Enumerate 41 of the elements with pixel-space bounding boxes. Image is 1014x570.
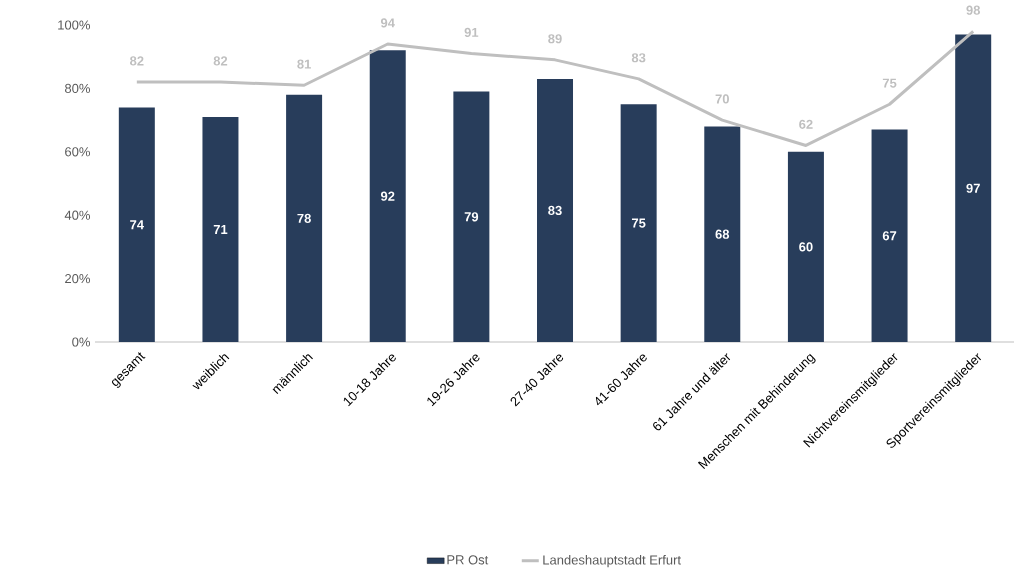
y-tick-label: 100% <box>58 20 90 30</box>
legend-label: PR Ost <box>447 555 489 565</box>
bar <box>202 116 239 342</box>
data-label: 75 <box>882 78 897 88</box>
bar <box>704 126 741 342</box>
data-label: 74 <box>130 220 144 230</box>
data-label: 89 <box>548 34 562 44</box>
data-label: 83 <box>631 53 646 63</box>
data-label: 94 <box>380 18 395 28</box>
bar <box>369 50 406 342</box>
data-label: 75 <box>631 218 646 228</box>
data-label: 97 <box>966 183 980 193</box>
data-label: 68 <box>715 229 730 239</box>
data-label: 78 <box>297 213 311 223</box>
bar <box>620 104 657 342</box>
data-label: 79 <box>464 212 479 222</box>
bar <box>453 91 490 342</box>
y-tick-label: 20% <box>65 274 90 284</box>
bar <box>955 34 992 342</box>
data-label: 91 <box>464 27 479 37</box>
y-tick-label: 0% <box>72 337 90 347</box>
data-label: 98 <box>966 5 981 15</box>
data-label: 82 <box>213 56 228 66</box>
data-label: 70 <box>715 94 729 104</box>
y-tick-label: 40% <box>64 210 90 220</box>
bar <box>118 107 155 342</box>
data-label: 83 <box>548 205 562 216</box>
bar <box>286 94 323 342</box>
data-label: 71 <box>213 225 228 234</box>
data-label: 62 <box>799 119 813 129</box>
data-label: 82 <box>130 56 144 66</box>
data-label: 60 <box>799 242 813 252</box>
legend-label: Landeshauptstadt Erfurt <box>543 555 681 568</box>
data-label: 81 <box>297 59 311 69</box>
data-label: 67 <box>882 231 897 241</box>
bar <box>787 151 824 342</box>
bar <box>537 78 574 342</box>
bar <box>871 129 908 342</box>
data-label: 92 <box>380 191 395 201</box>
y-tick-label: 60% <box>65 147 90 157</box>
y-tick-label: 80% <box>65 83 90 93</box>
